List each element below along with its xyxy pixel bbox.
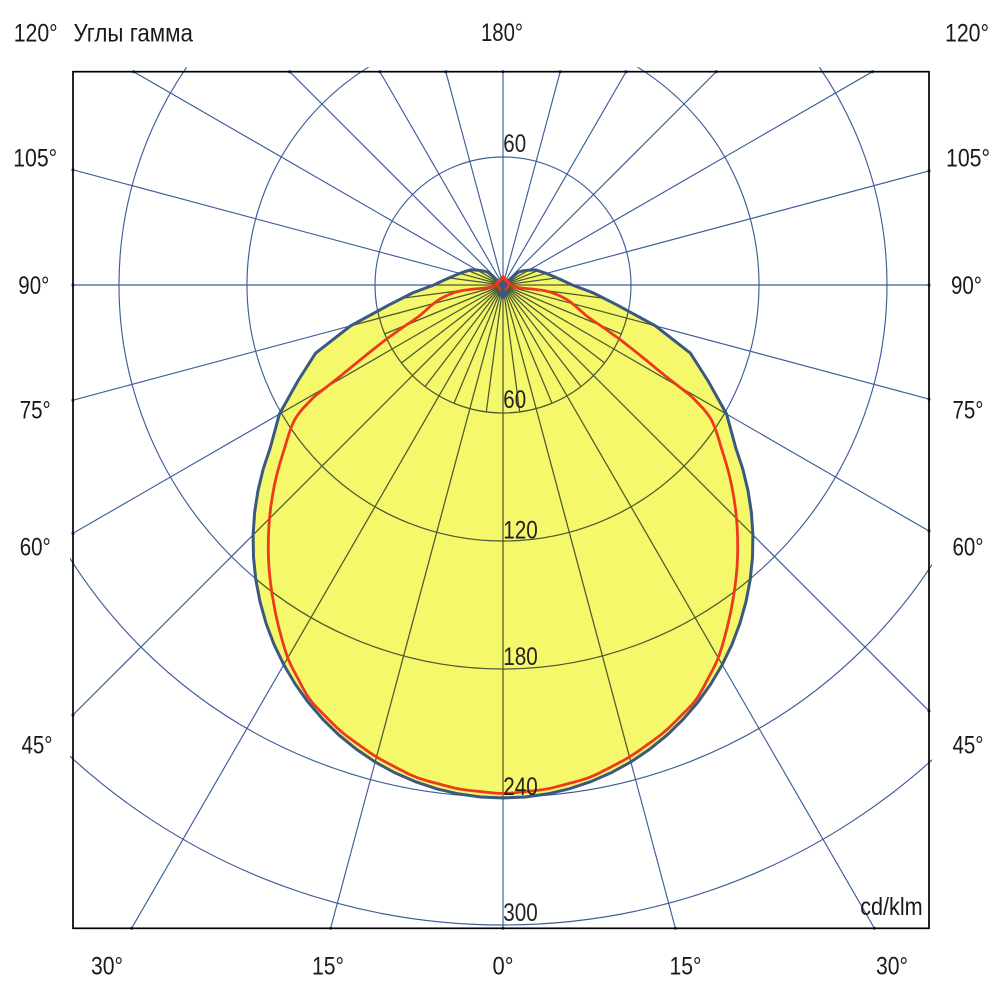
svg-text:75°: 75° <box>953 397 984 425</box>
svg-text:15°: 15° <box>312 953 344 981</box>
svg-text:60°: 60° <box>953 534 984 562</box>
svg-text:30°: 30° <box>91 953 123 981</box>
svg-text:180°: 180° <box>481 19 523 47</box>
svg-text:Углы гамма: Углы гамма <box>74 20 194 48</box>
svg-text:105°: 105° <box>13 145 57 173</box>
svg-text:90°: 90° <box>18 272 49 300</box>
svg-text:120°: 120° <box>945 20 989 48</box>
svg-text:105°: 105° <box>946 145 990 173</box>
svg-text:0°: 0° <box>493 953 514 981</box>
svg-text:120°: 120° <box>14 20 58 48</box>
svg-text:180: 180 <box>503 643 538 671</box>
svg-text:300: 300 <box>503 899 538 927</box>
svg-text:45°: 45° <box>953 732 984 760</box>
svg-text:60: 60 <box>503 386 526 414</box>
svg-text:120: 120 <box>503 517 538 545</box>
svg-text:75°: 75° <box>20 397 51 425</box>
svg-text:30°: 30° <box>876 953 908 981</box>
svg-text:cd/klm: cd/klm <box>860 893 923 921</box>
svg-text:45°: 45° <box>22 732 53 760</box>
svg-text:240: 240 <box>503 773 538 801</box>
svg-text:60: 60 <box>503 130 526 158</box>
svg-text:90°: 90° <box>951 272 982 300</box>
svg-text:15°: 15° <box>670 953 702 981</box>
svg-text:60°: 60° <box>20 534 51 562</box>
